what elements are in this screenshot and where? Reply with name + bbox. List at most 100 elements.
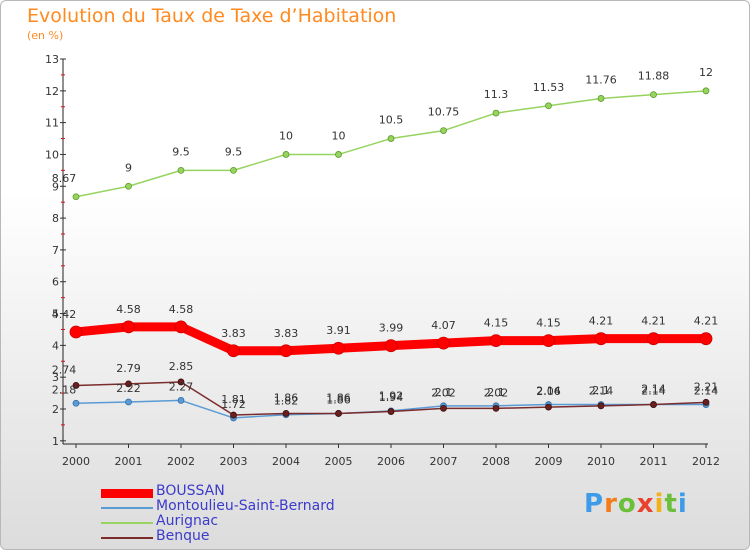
data-label: 4.58 xyxy=(169,303,194,316)
data-point xyxy=(647,332,660,346)
data-label: 9.5 xyxy=(172,145,190,158)
x-tick-label: 2004 xyxy=(272,455,300,468)
data-label: 2.14 xyxy=(589,385,614,398)
data-label: 10.5 xyxy=(379,114,404,127)
logo-letter: i xyxy=(677,489,688,519)
data-label: 2.14 xyxy=(641,385,666,398)
x-tick-label: 2010 xyxy=(587,455,615,468)
x-tick-label: 2011 xyxy=(640,455,668,468)
data-label: 2.27 xyxy=(169,380,194,393)
data-point xyxy=(387,408,395,415)
data-label: 4.21 xyxy=(641,315,666,328)
series-line-aurignac xyxy=(75,90,707,198)
data-point xyxy=(72,399,80,407)
legend-label: BOUSSAN xyxy=(156,483,225,499)
data-point xyxy=(437,336,450,350)
data-label: 3.83 xyxy=(221,327,246,340)
data-point xyxy=(230,411,237,419)
x-tick-label: 2003 xyxy=(220,455,248,468)
data-point xyxy=(440,127,447,134)
data-label: 2.85 xyxy=(169,360,194,373)
data-label: 2.21 xyxy=(694,380,719,393)
data-point xyxy=(440,404,447,412)
data-point xyxy=(597,402,605,410)
data-point xyxy=(597,95,605,102)
y-tick-label: 13 xyxy=(45,53,59,66)
data-label: 2.1 xyxy=(435,386,453,399)
data-label: 3.83 xyxy=(274,327,299,340)
data-label: 2.02 xyxy=(484,386,509,399)
data-label: 4.42 xyxy=(52,308,77,321)
data-point xyxy=(335,151,342,158)
y-tick-label: 4 xyxy=(52,339,59,352)
data-label: 11.3 xyxy=(484,88,509,101)
x-tick-label: 2006 xyxy=(377,455,405,468)
data-label: 3.99 xyxy=(379,322,404,335)
data-point xyxy=(125,380,132,388)
data-label: 2.14 xyxy=(536,385,561,398)
proxiti-logo: Proxiti xyxy=(584,489,688,519)
legend-swatch xyxy=(101,522,153,524)
data-point xyxy=(122,320,135,334)
data-point xyxy=(177,166,185,174)
y-tick-label: 6 xyxy=(52,276,59,289)
data-label: 2.1 xyxy=(592,384,610,397)
y-tick-label: 2 xyxy=(52,403,59,416)
data-point xyxy=(387,135,395,142)
data-point xyxy=(702,87,710,95)
data-point xyxy=(332,341,345,355)
data-point xyxy=(282,151,290,158)
data-point xyxy=(384,339,398,353)
y-tick-label: 9 xyxy=(52,180,59,193)
data-point xyxy=(492,109,500,117)
data-label: 4.21 xyxy=(589,315,614,328)
data-point xyxy=(177,397,185,404)
data-label: 1.86 xyxy=(326,391,351,404)
legend-label: Montoulieu-Saint-Bernard xyxy=(156,498,335,514)
y-tick-label: 11 xyxy=(45,117,59,130)
y-tick-label: 3 xyxy=(52,371,59,384)
data-label: 1.92 xyxy=(379,390,404,403)
data-label: 3.91 xyxy=(326,324,351,337)
data-label: 9.5 xyxy=(225,145,243,158)
data-label: 1.86 xyxy=(326,393,351,406)
data-label: 4.21 xyxy=(694,315,719,328)
data-label: 10 xyxy=(332,129,346,142)
data-label: 1.82 xyxy=(274,395,299,408)
x-tick-label: 2002 xyxy=(167,455,195,468)
data-label: 11.53 xyxy=(533,81,565,94)
data-point xyxy=(69,325,83,339)
data-point xyxy=(699,332,713,346)
data-point xyxy=(230,166,237,174)
data-point xyxy=(282,410,290,417)
data-point xyxy=(650,401,657,408)
legend-label: Aurignac xyxy=(156,513,219,529)
data-label: 11.88 xyxy=(638,70,670,83)
x-tick-label: 2001 xyxy=(115,455,143,468)
logo-letter: t xyxy=(664,489,678,519)
logo-letter: P xyxy=(584,489,605,519)
x-tick-label: 2009 xyxy=(535,455,563,468)
data-label: 10.75 xyxy=(428,106,460,119)
data-label: 2.14 xyxy=(641,383,666,396)
data-label: 2.18 xyxy=(52,383,77,396)
chart-unit-label: (en %) xyxy=(27,29,64,42)
logo-letter: r xyxy=(604,489,618,519)
y-tick-label: 8 xyxy=(52,212,59,225)
legend-label: Benque xyxy=(156,528,210,544)
data-label: 12 xyxy=(699,66,713,79)
data-point xyxy=(542,334,555,347)
data-label: 2.02 xyxy=(431,386,456,399)
data-point xyxy=(125,182,132,190)
data-point xyxy=(174,320,188,334)
data-label: 2.14 xyxy=(694,385,719,398)
data-label: 2.1 xyxy=(487,386,505,399)
data-point xyxy=(335,410,342,417)
data-label: 4.07 xyxy=(431,319,456,332)
logo-letter: x xyxy=(636,489,655,519)
data-point xyxy=(227,344,240,358)
y-tick-label: 7 xyxy=(52,244,59,257)
data-label: 9 xyxy=(125,161,132,174)
legend-swatch xyxy=(101,489,153,498)
